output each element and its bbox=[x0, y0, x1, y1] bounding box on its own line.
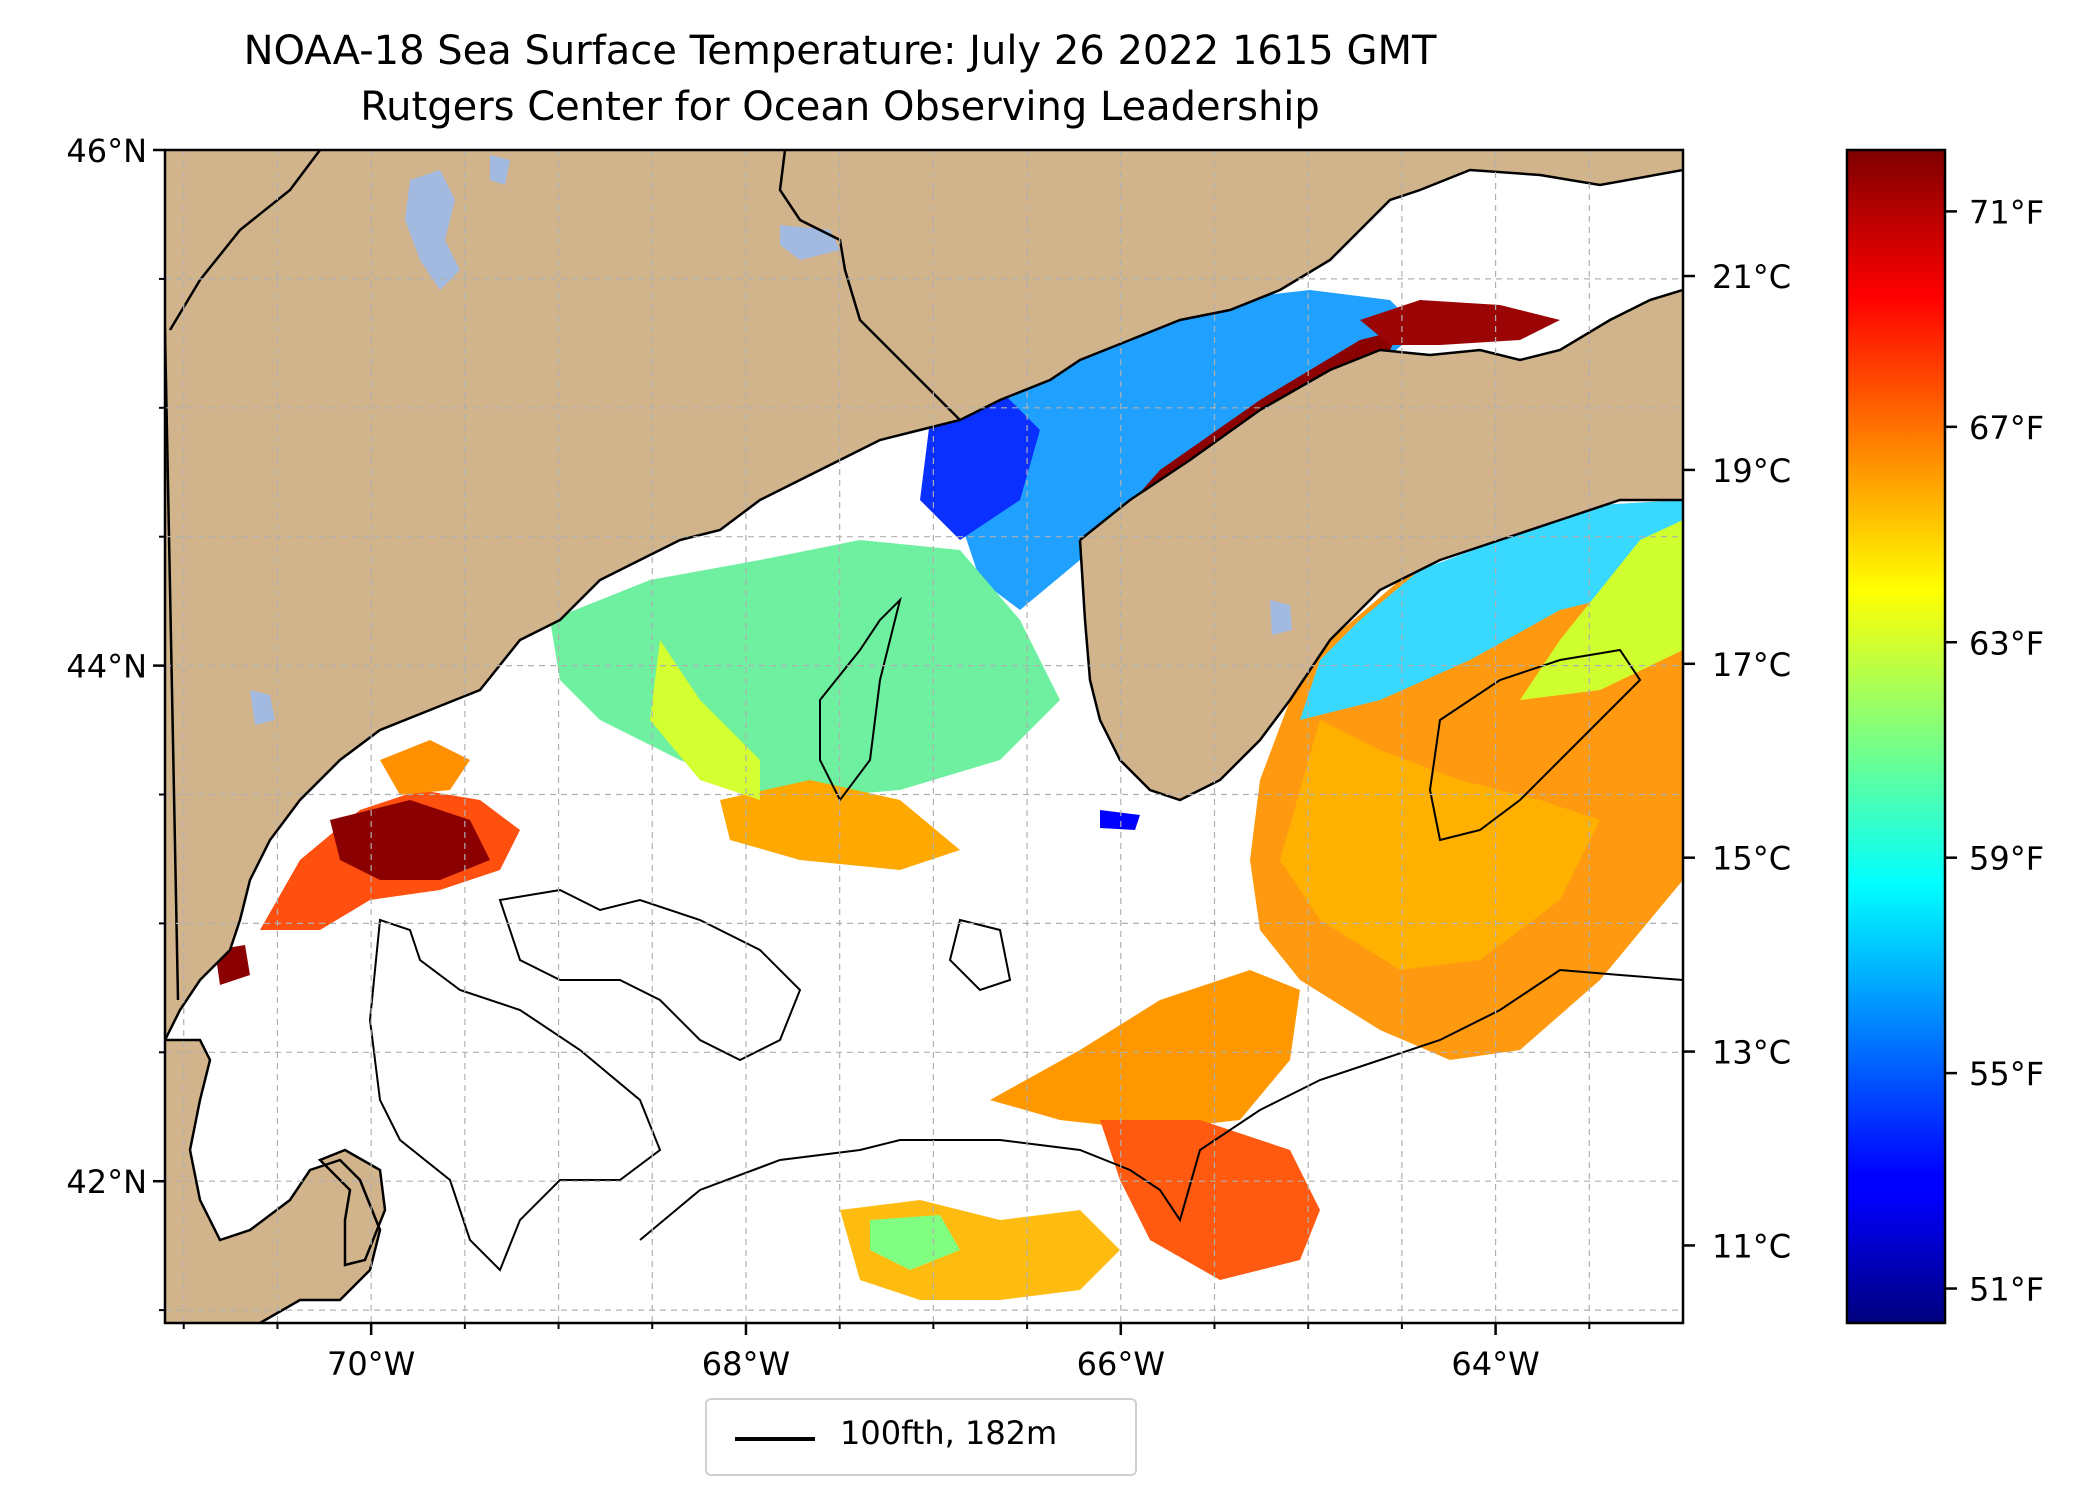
fahrenheit-tick-label: 51°F bbox=[1969, 1271, 2044, 1309]
border-nh-maine bbox=[165, 329, 180, 1001]
latitude-axis: 46°N 44°N 42°N bbox=[66, 132, 165, 1312]
land-southern-new-england bbox=[165, 1040, 380, 1323]
land-layer bbox=[165, 150, 1683, 1323]
coastline-gulf-of-maine bbox=[165, 168, 1683, 1041]
fahrenheit-tick-label: 55°F bbox=[1969, 1055, 2044, 1093]
isobath-continental-shelf-edge bbox=[639, 968, 1683, 1241]
colorbar bbox=[1845, 148, 1947, 1325]
fahrenheit-tick-label: 71°F bbox=[1969, 193, 2044, 231]
map-layers bbox=[165, 150, 1683, 1323]
gridlines bbox=[165, 150, 1683, 1323]
longitude-axis: 70°W 68°W 66°W 64°W bbox=[182, 1323, 1591, 1383]
lake-moosehead bbox=[405, 170, 460, 290]
celsius-tick-label: 19°C bbox=[1712, 452, 1791, 490]
isobath-small-ring bbox=[948, 918, 1012, 992]
fahrenheit-tick-label: 67°F bbox=[1969, 409, 2044, 447]
sst-patch-minas-basin bbox=[1360, 300, 1560, 345]
celsius-tick-label: 11°C bbox=[1712, 1227, 1791, 1265]
land-mainland-north bbox=[165, 150, 1683, 1040]
legend-label: 100fth, 182m bbox=[840, 1414, 1058, 1452]
sst-patch-western-gulf-hottest bbox=[330, 800, 490, 880]
sst-patch-bay-of-fundy-cold bbox=[950, 290, 1420, 610]
sst-patch-maine-yellow bbox=[650, 640, 760, 800]
fahrenheit-tick-label: 63°F bbox=[1969, 624, 2044, 662]
land-nova-scotia bbox=[1080, 290, 1683, 800]
celsius-tick-label: 21°C bbox=[1712, 258, 1791, 296]
legend: 100fth, 182m bbox=[705, 1398, 1137, 1476]
celsius-tick-label: 15°C bbox=[1712, 840, 1791, 878]
celsius-tick-label: 13°C bbox=[1712, 1034, 1791, 1072]
coastline-layer bbox=[165, 150, 1683, 1323]
sst-patch-red-southern-flank bbox=[1100, 1120, 1320, 1280]
lon-tick-label: 64°W bbox=[1451, 1345, 1539, 1383]
sst-patch-western-orange bbox=[380, 740, 470, 795]
coastline-southern-new-england bbox=[165, 1038, 382, 1323]
isobath-central-basin bbox=[498, 888, 802, 1062]
sst-patch-south-green bbox=[870, 1215, 960, 1270]
lake-nova-scotia bbox=[1270, 600, 1292, 635]
coastline-nova-scotia-north bbox=[1079, 288, 1683, 541]
isobath-jordan-basin bbox=[819, 596, 902, 802]
land-cape-cod bbox=[320, 1150, 385, 1265]
sst-patch-fundy-coldest bbox=[920, 390, 1040, 540]
sst-patch-orange-central bbox=[1280, 720, 1600, 970]
fahrenheit-tick-label: 59°F bbox=[1969, 840, 2044, 878]
colorbar-fahrenheit-axis: 71°F 67°F 63°F 59°F 55°F 51°F bbox=[1945, 193, 2044, 1309]
map-frame bbox=[163, 148, 1685, 1325]
lake-north-maine bbox=[490, 155, 510, 185]
map-subtitle: Rutgers Center for Ocean Observing Leade… bbox=[360, 84, 1320, 130]
isobath-100fth-layer bbox=[368, 596, 1683, 1272]
lat-tick-label: 46°N bbox=[66, 132, 147, 170]
lat-tick-label: 42°N bbox=[66, 1163, 147, 1201]
sst-patch-small-blue bbox=[1100, 810, 1140, 830]
lat-tick-label: 44°N bbox=[66, 648, 147, 686]
map-title: NOAA-18 Sea Surface Temperature: July 26… bbox=[243, 28, 1437, 74]
sst-patch-mild-offshore bbox=[1520, 520, 1683, 700]
legend-line-swatch bbox=[735, 1437, 815, 1441]
lake-sebago bbox=[250, 690, 275, 725]
isobath-western-basin bbox=[368, 918, 662, 1272]
border-quebec-maine bbox=[168, 150, 321, 331]
sst-patch-cool-nova-scotia-shelf bbox=[1300, 500, 1683, 720]
lon-tick-label: 70°W bbox=[327, 1345, 415, 1383]
lon-tick-label: 66°W bbox=[1077, 1345, 1165, 1383]
colorbar-celsius-axis: 21°C 19°C 17°C 15°C 13°C 11°C bbox=[1683, 258, 1791, 1265]
isobath-emerald-basin bbox=[1428, 648, 1642, 842]
celsius-tick-label: 17°C bbox=[1712, 646, 1791, 684]
lon-tick-label: 68°W bbox=[702, 1345, 790, 1383]
coastline-nova-scotia-south bbox=[1078, 498, 1683, 802]
border-maine-new-brunswick bbox=[778, 150, 961, 421]
coastline-cape-cod bbox=[317, 1148, 387, 1267]
sst-patch-georges-bank bbox=[990, 970, 1300, 1130]
